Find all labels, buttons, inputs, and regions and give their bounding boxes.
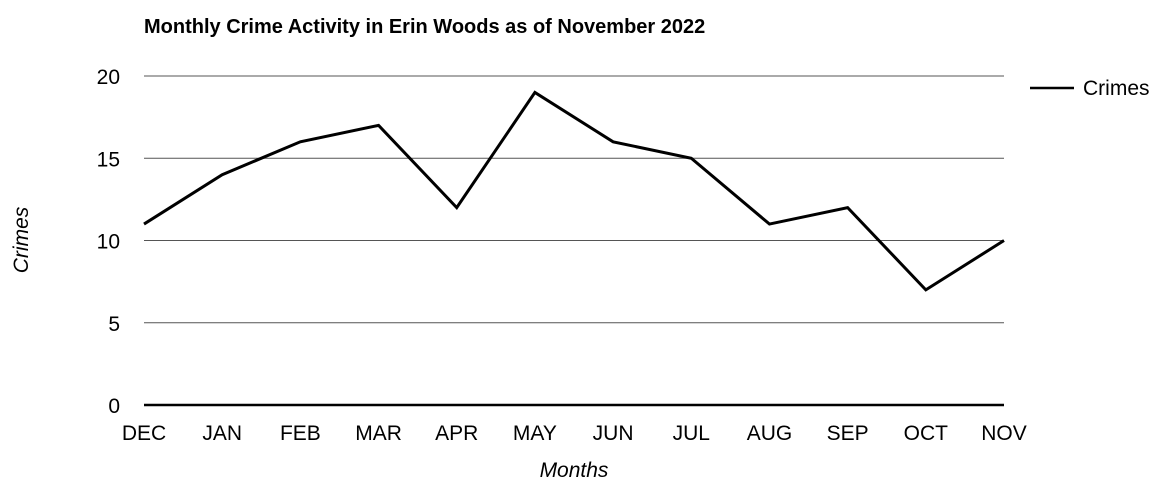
- grid: [144, 75, 1004, 407]
- x-tick-label: SEP: [827, 422, 869, 445]
- x-tick-label: MAY: [513, 422, 557, 445]
- y-axis-ticks: 0 5 10 15 20: [97, 66, 120, 418]
- x-tick-label: NOV: [981, 422, 1027, 445]
- y-tick-label: 10: [97, 231, 120, 254]
- chart-title: Monthly Crime Activity in Erin Woods as …: [144, 16, 705, 38]
- y-tick-label: 0: [108, 395, 120, 418]
- x-tick-label: JUL: [673, 422, 710, 445]
- x-tick-label: AUG: [747, 422, 793, 445]
- legend: Crimes: [1030, 77, 1150, 100]
- x-tick-label: MAR: [355, 422, 402, 445]
- series: [143, 90, 1005, 292]
- y-tick-label: 20: [97, 66, 120, 89]
- x-axis-ticks: DEC JAN FEB MAR APR MAY JUN JUL AUG SEP OCT NOV: [122, 422, 1027, 445]
- x-tick-label: OCT: [904, 422, 949, 445]
- x-tick-label: DEC: [122, 422, 166, 445]
- x-axis-label: Months: [540, 459, 609, 482]
- x-tick-label: APR: [435, 422, 478, 445]
- y-axis-label: Crimes: [10, 206, 33, 273]
- y-tick-label: 5: [108, 313, 120, 336]
- y-tick-label: 15: [97, 148, 120, 171]
- x-tick-label: FEB: [280, 422, 321, 445]
- x-tick-label: JUN: [593, 422, 634, 445]
- legend-label-crimes: Crimes: [1083, 77, 1150, 100]
- series-line-crimes: [143, 90, 1005, 292]
- x-tick-label: JAN: [202, 422, 242, 445]
